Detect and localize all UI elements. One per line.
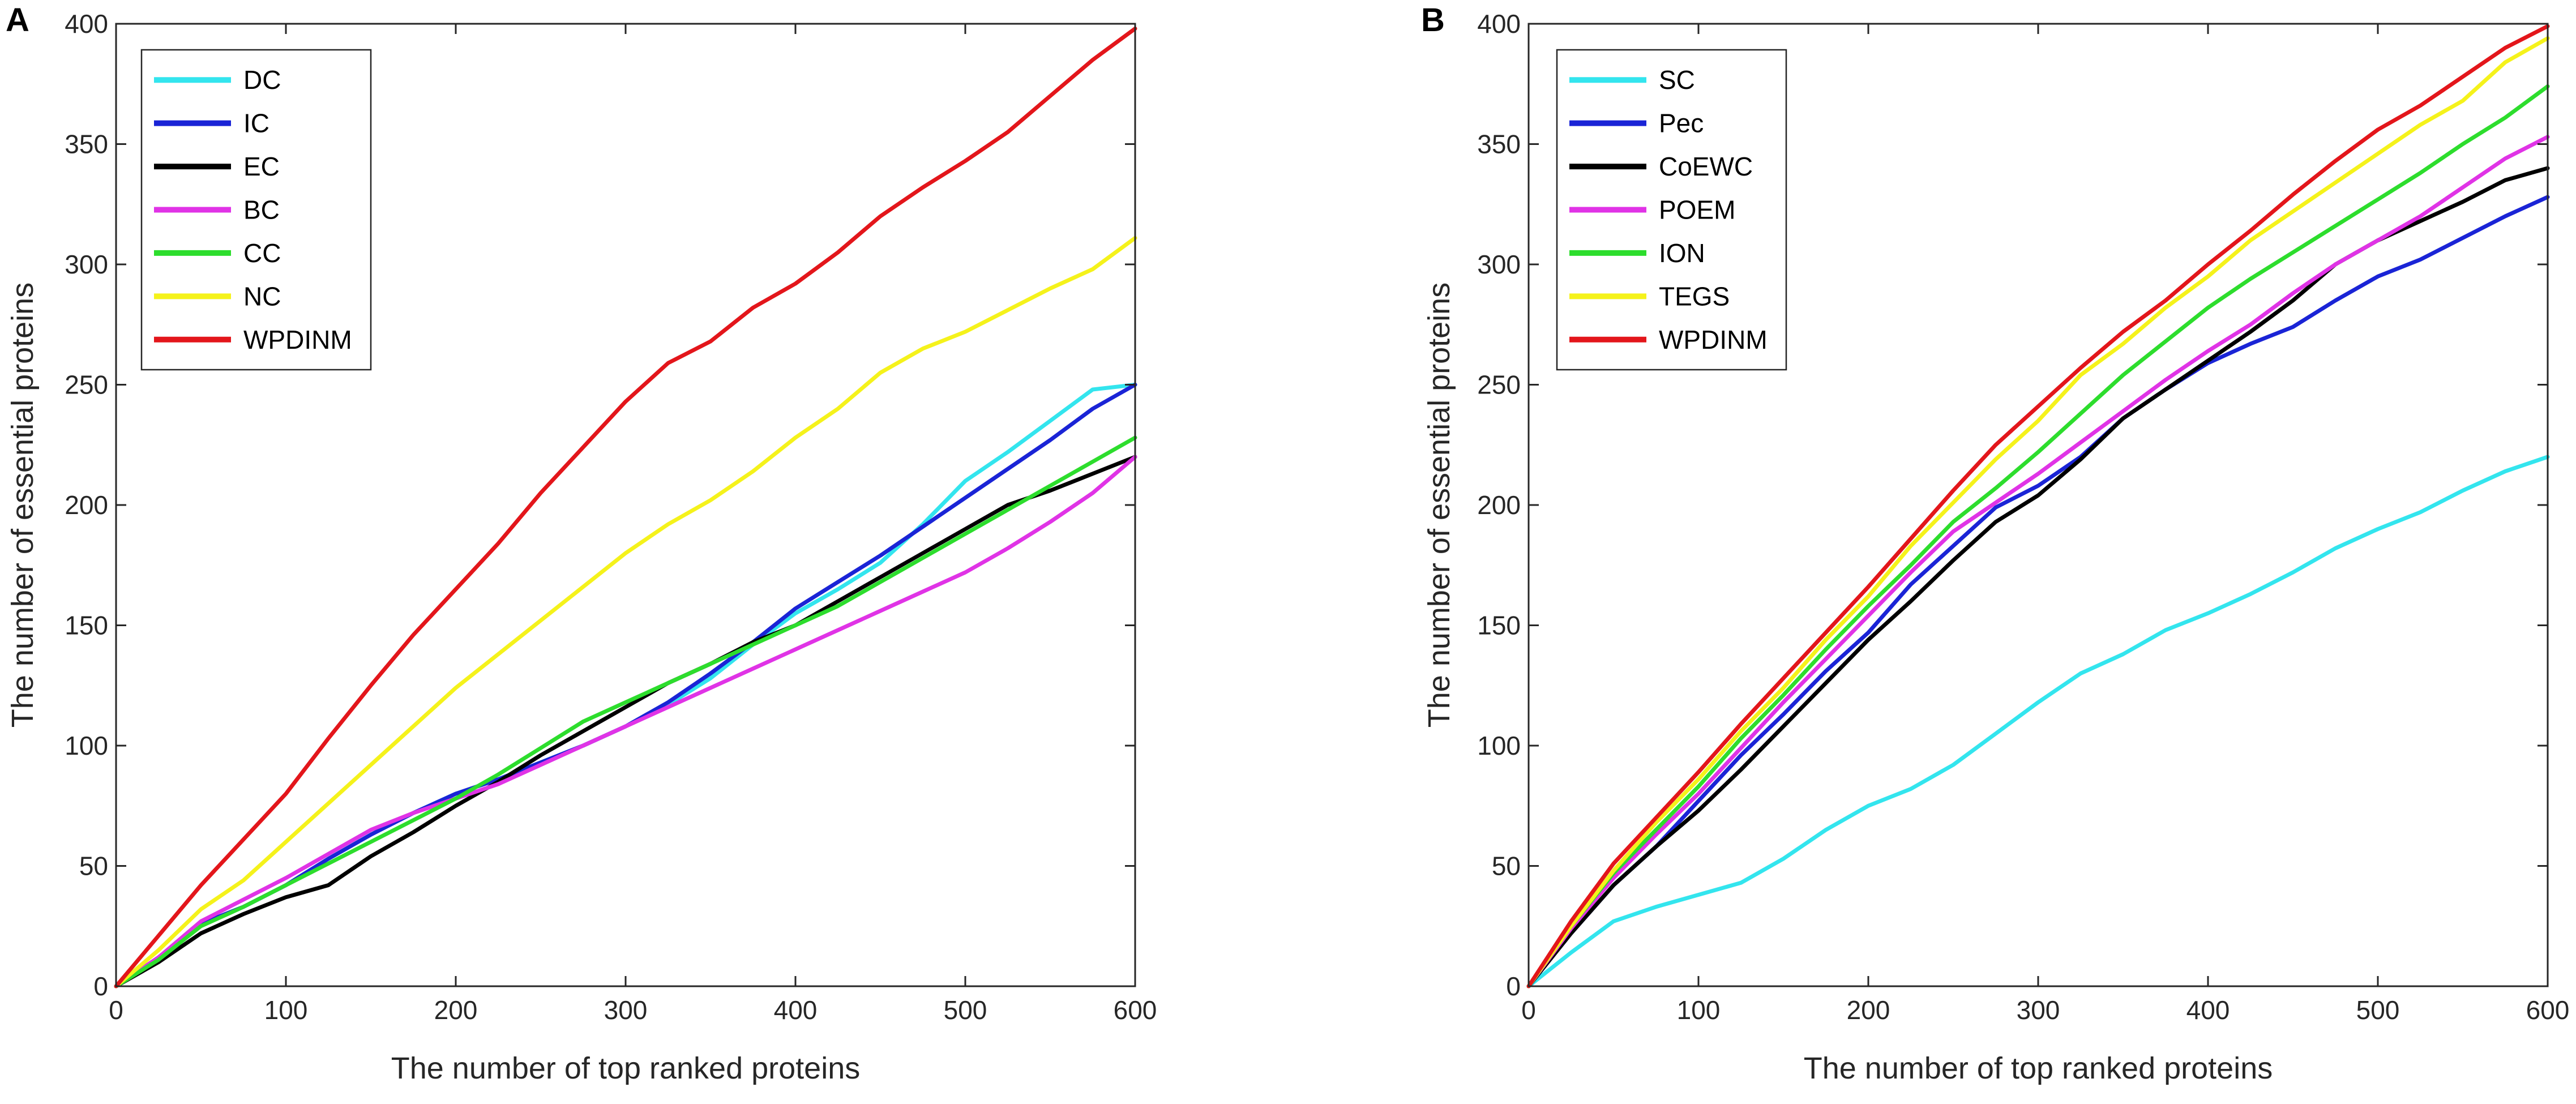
panel-b-legend-label-sc: SC <box>1659 65 1695 95</box>
panel-a: A 0 100 200 300 400 500 600 0 50 100 150 200 250 300 3… <box>6 2 1157 1085</box>
panel-a-y-tick-label: 400 <box>65 9 108 38</box>
panel-b-x-tick-label: 500 <box>2356 995 2400 1025</box>
panel-a-series-wpdinm <box>114 27 1137 989</box>
panel-b-y-axis-title: The number of essential proteins <box>1422 283 1456 728</box>
panel-b-legend-label-tegs: TEGS <box>1659 281 1730 311</box>
panel-b-series-pec <box>1526 195 2550 989</box>
panel-b-series-sc <box>1526 455 2550 989</box>
panel-a-legend-label-nc: NC <box>243 281 281 311</box>
panel-b-series-layer <box>1526 24 2550 989</box>
panel-a-series-ec <box>114 455 1137 989</box>
panel-a-series-nc <box>114 236 1137 989</box>
panel-b-series-poem <box>1526 135 2550 989</box>
panel-b-y-tick-label: 400 <box>1477 9 1521 38</box>
panel-a-legend-label-cc: CC <box>243 238 281 268</box>
panel-a-x-tick-label: 400 <box>774 995 818 1025</box>
panel-b-y-tick-label: 250 <box>1477 370 1521 400</box>
panel-a-x-tick-label: 600 <box>1114 995 1157 1025</box>
panel-a-x-axis-title: The number of top ranked proteins <box>391 1051 860 1085</box>
panel-a-y-tick-label: 300 <box>65 250 108 279</box>
panel-a-legend-label-bc: BC <box>243 195 280 225</box>
panel-a-x-tick-label: 0 <box>109 995 123 1025</box>
panel-b-series-wpdinm <box>1526 24 2550 989</box>
panel-b-x-tick-label: 100 <box>1677 995 1721 1025</box>
panel-b-y-tick-label: 200 <box>1477 490 1521 520</box>
panel-a-legend-label-wpdinm: WPDINM <box>243 325 352 354</box>
panel-b-legend-label-pec: Pec <box>1659 109 1704 138</box>
panel-a-legend-label-dc: DC <box>243 65 281 95</box>
panel-b-x-tick-label: 600 <box>2526 995 2570 1025</box>
panel-a-legend: DC IC EC BC CC NC WPDINM <box>140 49 372 371</box>
panel-a-ticks: 0 100 200 300 400 500 600 0 50 100 150 200 250 300 350… <box>65 9 1157 1025</box>
panel-b-y-tick-label: 350 <box>1477 130 1521 159</box>
panel-a-y-axis-title: The number of essential proteins <box>6 283 40 728</box>
panel-b-y-tick-label: 0 <box>1506 972 1521 1001</box>
panel-b-legend: SC Pec CoEWC POEM ION TEGS WPDINM <box>1556 49 1787 371</box>
panel-a-series-cc <box>114 435 1137 989</box>
panel-b-x-tick-label: 0 <box>1521 995 1536 1025</box>
panel-a-legend-label-ec: EC <box>243 152 280 181</box>
panel-b-series-ion <box>1526 84 2550 989</box>
panel-b-legend-box <box>1556 49 1787 371</box>
panel-a-legend-label-ic: IC <box>243 109 269 138</box>
panel-a-series-layer <box>114 27 1137 989</box>
panel-a-x-tick-label: 300 <box>604 995 648 1025</box>
panel-a-y-tick-label: 200 <box>65 490 108 520</box>
panel-a-label: A <box>6 2 29 38</box>
panel-a-y-tick-label: 100 <box>65 731 108 760</box>
panel-b-y-tick-label: 100 <box>1477 731 1521 760</box>
panel-b-x-tick-label: 300 <box>2017 995 2060 1025</box>
panel-b-y-tick-label: 300 <box>1477 250 1521 279</box>
panel-b-ticks: 0 100 200 300 400 500 600 0 50 100 150 200 250 300 350… <box>1477 9 2569 1025</box>
panel-b-series-tegs <box>1526 36 2550 989</box>
panel-a-x-tick-label: 500 <box>944 995 987 1025</box>
panel-b-legend-label-ion: ION <box>1659 238 1705 268</box>
panel-b-y-tick-label: 150 <box>1477 611 1521 640</box>
panel-b-y-tick-label: 50 <box>1492 851 1521 881</box>
panel-b-x-tick-label: 200 <box>1847 995 1890 1025</box>
panel-b-x-axis-title: The number of top ranked proteins <box>1804 1051 2273 1085</box>
panel-a-y-tick-label: 150 <box>65 611 108 640</box>
panel-b-legend-label-wpdinm: WPDINM <box>1659 325 1768 354</box>
panel-b-legend-label-poem: POEM <box>1659 195 1735 225</box>
panel-a-y-tick-label: 250 <box>65 370 108 400</box>
panel-a-y-tick-label: 350 <box>65 130 108 159</box>
panel-a-x-tick-label: 200 <box>434 995 478 1025</box>
panel-a-x-tick-label: 100 <box>264 995 308 1025</box>
panel-b: B 0 100 200 300 400 500 600 0 50 100 150 200 250 300 3… <box>1421 2 2569 1085</box>
panel-a-series-bc <box>114 455 1137 989</box>
panel-b-x-tick-label: 400 <box>2186 995 2230 1025</box>
panel-b-label: B <box>1421 2 1445 38</box>
panel-b-legend-label-coewc: CoEWC <box>1659 152 1753 181</box>
panel-a-y-tick-label: 0 <box>93 972 108 1001</box>
panel-a-y-tick-label: 50 <box>79 851 108 881</box>
